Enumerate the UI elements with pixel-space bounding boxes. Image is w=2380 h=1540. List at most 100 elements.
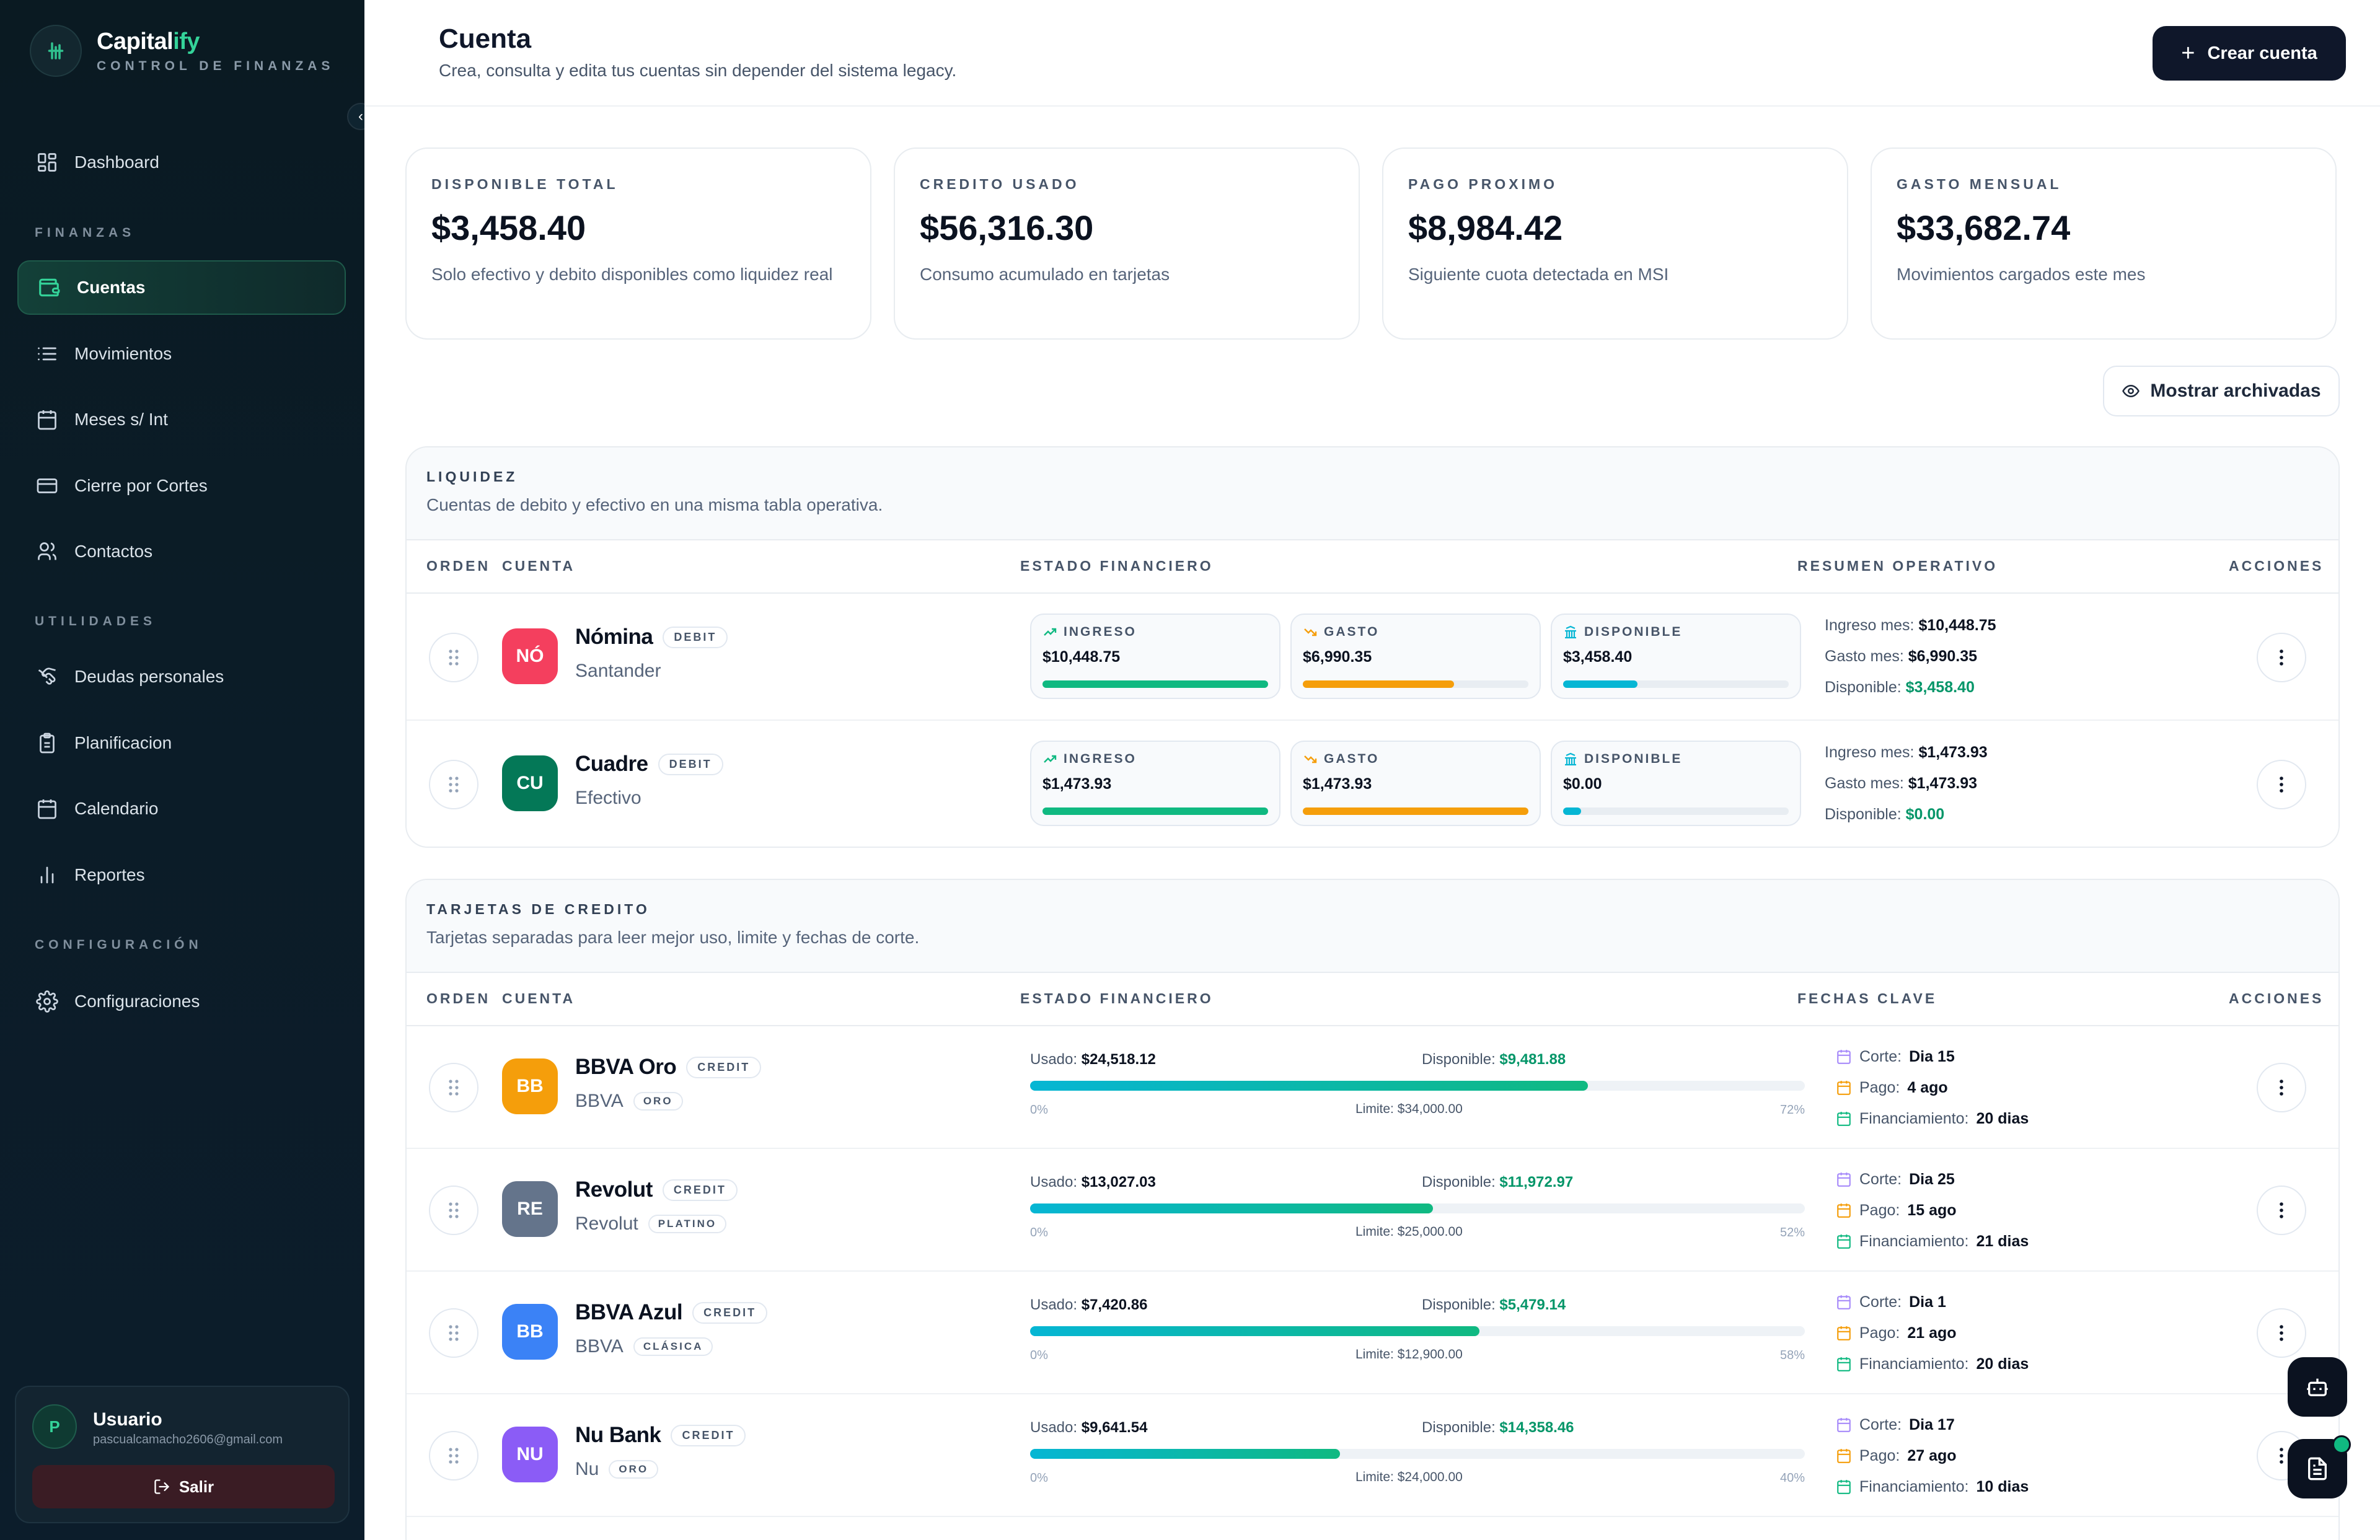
section-desc: Tarjetas separadas para leer mejor uso, … bbox=[426, 928, 920, 947]
column-header: FECHAS CLAVE bbox=[1797, 990, 1937, 1006]
sidebar-item-deudas[interactable]: Deudas personales bbox=[17, 649, 346, 704]
notes-button[interactable] bbox=[2288, 1435, 2351, 1498]
table-row[interactable]: NÓ Nómina DEBIT Santander INGRESO $10,448… bbox=[407, 594, 2338, 721]
row-actions-button[interactable] bbox=[2257, 1308, 2306, 1358]
account-avatar: BB bbox=[502, 1304, 558, 1360]
disponible-card: DISPONIBLE $3,458.40 bbox=[1551, 614, 1801, 699]
drag-handle-icon[interactable] bbox=[429, 1308, 478, 1358]
brand-tagline: CONTROL DE FINANZAS bbox=[97, 58, 335, 73]
table-header: ORDEN CUENTA ESTADO FINANCIERO RESUMEN O… bbox=[407, 540, 2338, 594]
wallet-icon bbox=[39, 278, 60, 297]
used-amount: Usado: $24,518.12 bbox=[1030, 1051, 1156, 1068]
gear-icon bbox=[36, 990, 58, 1013]
cut-date: Corte: Dia 17 bbox=[1836, 1409, 2029, 1440]
drag-handle-icon[interactable] bbox=[429, 1063, 478, 1112]
sidebar-item-cuentas[interactable]: Cuentas bbox=[17, 260, 346, 315]
section-header: TARJETAS DE CREDITO Tarjetas separadas p… bbox=[407, 880, 2338, 973]
row-actions-button[interactable] bbox=[2257, 1063, 2306, 1112]
drag-handle-icon[interactable] bbox=[429, 1431, 478, 1481]
account-avatar: BB bbox=[502, 1058, 558, 1114]
column-header: ORDEN bbox=[426, 558, 491, 574]
stat-desc: Solo efectivo y debito disponibles como … bbox=[431, 265, 833, 284]
ingreso-value: $10,448.75 bbox=[1042, 648, 1121, 666]
key-dates: Corte: Dia 25 Pago: 15 ago Financiamiento:… bbox=[1836, 1164, 2029, 1257]
gasto-value: $1,473.93 bbox=[1303, 775, 1372, 793]
brand-logo-icon bbox=[30, 25, 82, 77]
ingreso-bar bbox=[1042, 680, 1268, 688]
stat-label: DISPONIBLE TOTAL bbox=[431, 176, 619, 192]
row-actions-button[interactable] bbox=[2257, 633, 2306, 682]
create-account-button[interactable]: + Crear cuenta bbox=[2153, 26, 2346, 81]
limit-label: Limite: $24,000.00 bbox=[1355, 1470, 1463, 1484]
notification-dot bbox=[2332, 1435, 2351, 1454]
sidebar-item-contactos[interactable]: Contactos bbox=[17, 524, 346, 579]
more-vertical-icon bbox=[2280, 1202, 2283, 1218]
page-subtitle: Crea, consulta y edita tus cuentas sin d… bbox=[439, 61, 957, 80]
credit-usage-track bbox=[1030, 1203, 1805, 1213]
section-desc: Cuentas de debito y efectivo en una mism… bbox=[426, 495, 883, 514]
sidebar-item-label: Configuraciones bbox=[74, 992, 200, 1011]
calendar-icon bbox=[1837, 1357, 1851, 1371]
account-type-badge: CREDIT bbox=[671, 1424, 746, 1446]
show-archived-button[interactable]: Mostrar archivadas bbox=[2103, 366, 2340, 416]
row-actions-button[interactable] bbox=[2257, 1186, 2306, 1235]
table-row[interactable]: RE Revolut CREDIT Revolut PLATINO Usado: $… bbox=[407, 1149, 2338, 1272]
available-amount: Disponible: $11,972.97 bbox=[1422, 1174, 1574, 1190]
calendar-icon bbox=[1837, 1418, 1851, 1432]
sidebar-item-label: Cierre por Cortes bbox=[74, 476, 208, 495]
sidebar-item-reportes[interactable]: Reportes bbox=[17, 848, 346, 902]
calendar-icon bbox=[1837, 1326, 1851, 1340]
limit-label: Limite: $25,000.00 bbox=[1355, 1225, 1463, 1239]
account-type-badge: DEBIT bbox=[658, 753, 723, 775]
stat-value: $8,984.42 bbox=[1408, 208, 1563, 247]
calendar-icon bbox=[1837, 1050, 1851, 1064]
sidebar-item-configuraciones[interactable]: Configuraciones bbox=[17, 974, 346, 1029]
sidebar-item-movimientos[interactable]: Movimientos bbox=[17, 327, 346, 381]
more-vertical-icon bbox=[2280, 1080, 2283, 1096]
card-tier-badge: CLÁSICA bbox=[633, 1337, 713, 1356]
sidebar-item-cierre[interactable]: Cierre por Cortes bbox=[17, 459, 346, 513]
credit-usage-bar bbox=[1030, 1449, 1340, 1459]
stat-card: CREDITO USADO $56,316.30 Consumo acumula… bbox=[894, 147, 1360, 340]
sidebar-item-label: Calendario bbox=[74, 799, 159, 818]
table-row[interactable]: BB BBVA Azul CREDIT BBVA CLÁSICA Usado: $7… bbox=[407, 1272, 2338, 1394]
sidebar-item-planificacion[interactable]: Planificacion bbox=[17, 716, 346, 770]
usage-min-label: 0% bbox=[1030, 1103, 1048, 1117]
stat-desc: Movimientos cargados este mes bbox=[1897, 265, 2146, 284]
sidebar-item-dashboard[interactable]: Dashboard bbox=[17, 135, 346, 190]
drag-handle-icon[interactable] bbox=[429, 760, 478, 809]
sidebar-item-calendario[interactable]: Calendario bbox=[17, 781, 346, 836]
sidebar-item-meses[interactable]: Meses s/ Int bbox=[17, 392, 346, 447]
usage-min-label: 0% bbox=[1030, 1471, 1048, 1485]
limit-label: Limite: $12,900.00 bbox=[1355, 1347, 1463, 1362]
stat-label: CREDITO USADO bbox=[920, 176, 1080, 192]
user-name: Usuario bbox=[93, 1409, 162, 1430]
account-name: BBVA Oro CREDIT bbox=[575, 1055, 762, 1080]
gasto-bar bbox=[1303, 807, 1528, 815]
user-card: P Usuario pascualcamacho2606@gmail.com S… bbox=[15, 1386, 350, 1523]
logout-button[interactable]: Salir bbox=[32, 1465, 335, 1508]
table-row[interactable]: NU Nu Bank CREDIT Nu ORO Usado: $9,641.54 … bbox=[407, 1394, 2338, 1517]
eye-icon bbox=[2122, 384, 2140, 398]
calendar-days-icon bbox=[38, 799, 56, 819]
credit-usage-bar bbox=[1030, 1326, 1479, 1336]
column-header: ACCIONES bbox=[2229, 558, 2324, 574]
trend-up-icon bbox=[1044, 628, 1057, 636]
disponible-value: $3,458.40 bbox=[1563, 648, 1633, 666]
row-actions-button[interactable] bbox=[2257, 760, 2306, 809]
trend-down-icon bbox=[1304, 628, 1317, 636]
table-row[interactable]: CU Cuadre DEBIT Efectivo INGRESO $1,473.9… bbox=[407, 721, 2338, 847]
assistant-button[interactable] bbox=[2288, 1357, 2347, 1417]
stat-desc: Consumo acumulado en tarjetas bbox=[920, 265, 1170, 284]
stat-card: DISPONIBLE TOTAL $3,458.40 Solo efectivo… bbox=[405, 147, 871, 340]
avatar[interactable]: P bbox=[32, 1404, 77, 1449]
usage-min-label: 0% bbox=[1030, 1226, 1048, 1239]
account-bank: Santander bbox=[575, 661, 661, 681]
drag-handle-icon[interactable] bbox=[429, 1186, 478, 1235]
brand[interactable]: Capitalify CONTROL DE FINANZAS bbox=[30, 25, 334, 77]
key-dates: Corte: Dia 1 Pago: 21 ago Financiamiento: 2… bbox=[1836, 1287, 2029, 1379]
stat-value: $3,458.40 bbox=[431, 208, 586, 247]
drag-handle-icon[interactable] bbox=[429, 633, 478, 682]
table-row[interactable]: BB BBVA Oro CREDIT BBVA ORO Usado: $24,518… bbox=[407, 1026, 2338, 1149]
used-amount: Usado: $9,641.54 bbox=[1030, 1419, 1148, 1436]
